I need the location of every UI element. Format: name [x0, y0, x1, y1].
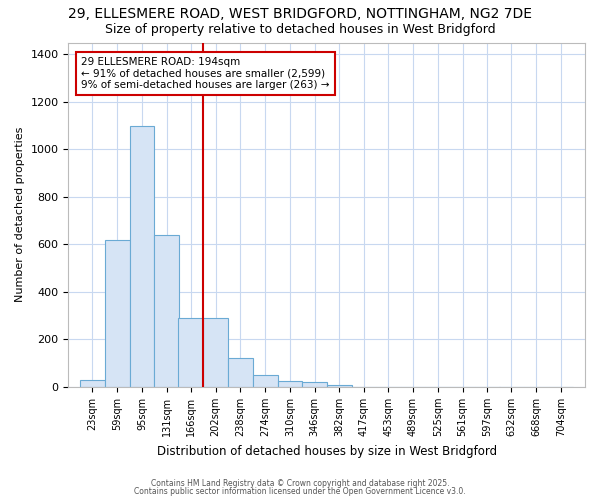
Bar [178, 318, 203, 387]
Text: Size of property relative to detached houses in West Bridgford: Size of property relative to detached ho… [104, 22, 496, 36]
Bar [203, 318, 228, 387]
X-axis label: Distribution of detached houses by size in West Bridgford: Distribution of detached houses by size … [157, 444, 497, 458]
Bar [302, 382, 327, 387]
Y-axis label: Number of detached properties: Number of detached properties [15, 127, 25, 302]
Text: Contains public sector information licensed under the Open Government Licence v3: Contains public sector information licen… [134, 487, 466, 496]
Bar [327, 384, 352, 387]
Text: Contains HM Land Registry data © Crown copyright and database right 2025.: Contains HM Land Registry data © Crown c… [151, 478, 449, 488]
Bar [278, 381, 302, 387]
Bar [154, 235, 179, 387]
Bar [80, 380, 105, 387]
Text: 29, ELLESMERE ROAD, WEST BRIDGFORD, NOTTINGHAM, NG2 7DE: 29, ELLESMERE ROAD, WEST BRIDGFORD, NOTT… [68, 8, 532, 22]
Text: 29 ELLESMERE ROAD: 194sqm
← 91% of detached houses are smaller (2,599)
9% of sem: 29 ELLESMERE ROAD: 194sqm ← 91% of detac… [82, 57, 330, 90]
Bar [130, 126, 154, 387]
Bar [228, 358, 253, 387]
Bar [253, 375, 278, 387]
Bar [105, 240, 130, 387]
